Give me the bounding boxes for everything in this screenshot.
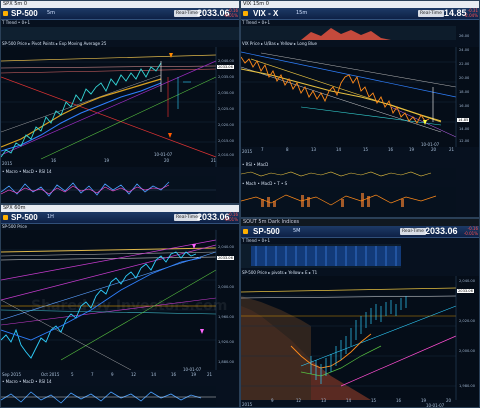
date-label: 10-01-07 — [426, 403, 445, 408]
real-time-button[interactable]: Real-Time — [400, 228, 426, 235]
trend-bars — [241, 244, 401, 268]
window-title: SPX 5m 0 — [1, 1, 239, 8]
oscillator-panel[interactable] — [1, 176, 216, 204]
date-label: 10-01-07 — [183, 367, 202, 372]
chart-pane-vix-15m[interactable]: VIX 15m 0 VIX - X 15m Real-Time 14.85 -0… — [240, 0, 480, 218]
last-price-tag: 2033.06 — [217, 256, 234, 260]
price-chart-area[interactable] — [241, 276, 480, 400]
study-legend[interactable]: SP-500 Price ▸ Pivot Points ▸ Exp Moving… — [2, 41, 107, 46]
last-price-tag: 14.85 — [457, 118, 470, 122]
oscillator-legend[interactable]: • Macro • MacD • RSI 14 — [2, 169, 52, 174]
trend-indicator-row[interactable]: T Trend • 0+1 — [242, 238, 271, 243]
last-price: 2033.06 — [425, 226, 458, 236]
symbol-header: SP-500 5m Real-Time 2033.06 -0.16 -0.01% — [1, 8, 239, 20]
symbol-label[interactable]: SP-500 — [11, 9, 38, 18]
price-change: -0.31 -2.04% — [463, 8, 478, 18]
symbol-label[interactable]: VIX - X — [253, 9, 279, 18]
price-chart-area[interactable]: Shared by Investors.com — [1, 230, 240, 370]
settings-icon[interactable] — [243, 11, 248, 16]
oscillator-legend[interactable]: • Macro • MacD • RSI 14 — [2, 379, 52, 384]
price-chart-area[interactable] — [241, 47, 480, 147]
volume-histogram — [241, 26, 456, 40]
price-change: -0.16 -0.01% — [223, 212, 238, 222]
price-change: -0.16 -0.01% — [223, 8, 238, 18]
window-title: VIX 15m 0 — [241, 1, 479, 8]
real-time-button[interactable]: Real-Time — [418, 10, 444, 17]
price-change: -0.16 -0.01% — [463, 226, 478, 236]
study-legend[interactable]: SP-500 Price — [2, 224, 27, 229]
last-price: 2033.06 — [197, 212, 230, 222]
symbol-label[interactable]: SP-500 — [11, 213, 38, 222]
timeframe-label[interactable]: 15m — [296, 10, 308, 16]
window-title: SPX 60m — [1, 205, 239, 212]
settings-icon[interactable] — [243, 229, 248, 234]
oscillator-panel[interactable] — [1, 386, 216, 408]
last-price: 14.85 — [444, 8, 467, 18]
chart-pane-spx-5m[interactable]: SPX 5m 0 SP-500 5m Real-Time 2033.06 -0.… — [0, 0, 240, 204]
symbol-label[interactable]: SP-500 — [253, 227, 280, 236]
trend-indicator-row[interactable]: T Trend • 0+1 — [242, 20, 271, 25]
study-legend[interactable]: VIX Price ▸ U/Bas ▸ Yellow ▸ Long Blue — [242, 41, 318, 46]
chart-pane-spx-60m[interactable]: SPX 60m SP-500 1H Real-Time 2033.06 -0.1… — [0, 204, 240, 408]
settings-icon[interactable] — [3, 215, 8, 220]
trend-indicator-row[interactable]: T Trend • 0+1 — [2, 20, 31, 25]
macd-legend[interactable]: • Mach • MacD • T • S — [242, 181, 288, 186]
price-chart-area[interactable] — [1, 47, 240, 167]
last-price: 2033.06 — [197, 8, 230, 18]
real-time-button[interactable]: Real-Time — [174, 10, 200, 17]
symbol-header: SP-500 5M Real-Time 2033.06 -0.16 -0.01% — [241, 226, 479, 238]
last-price-tag: 2033.06 — [457, 289, 474, 293]
window-title: SOUT 5m Dark Indices — [241, 219, 479, 226]
study-legend[interactable]: SP-500 Price ▸ pivots ▸ Yellow ▸ E ▸ T1 — [242, 270, 318, 275]
rsi-legend[interactable]: • RSI • MacD — [242, 162, 269, 167]
symbol-header: SP-500 1H Real-Time 2033.06 -0.16 -0.01% — [1, 212, 239, 224]
timeframe-label[interactable]: 1H — [47, 214, 54, 220]
rsi-panel[interactable] — [241, 168, 456, 180]
timeframe-label[interactable]: 5m — [47, 10, 56, 16]
settings-icon[interactable] — [3, 11, 8, 16]
date-label: 10-01-07 — [421, 142, 440, 147]
date-label: 10-01-07 — [154, 152, 173, 157]
macd-panel[interactable] — [241, 187, 456, 217]
last-price-tag: 2033.06 — [217, 65, 234, 69]
symbol-header: VIX - X 15m Real-Time 14.85 -0.31 -2.04% — [241, 8, 479, 20]
chart-pane-spx-5m-dark[interactable]: SOUT 5m Dark Indices SP-500 5M Real-Time… — [240, 218, 480, 408]
timeframe-label[interactable]: 5M — [293, 228, 301, 234]
real-time-button[interactable]: Real-Time — [174, 214, 200, 221]
